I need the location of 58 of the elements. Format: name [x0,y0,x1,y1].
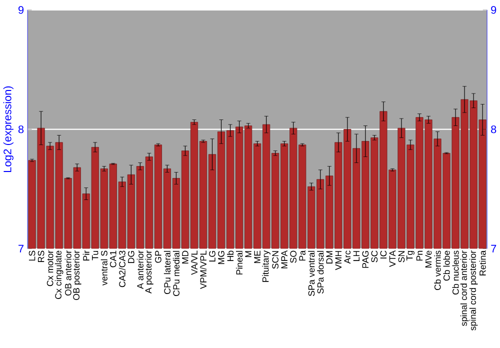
x-tick-label: Arc [344,250,351,264]
x-tick-label: spinal cord posterior [469,250,478,330]
x-tick-label: LH [353,251,360,261]
x-tick-label: MD [182,250,188,264]
x-tick-label: VA/VL [190,250,198,275]
y-axis-title: Log2 (expression) [3,86,14,172]
y2-tick-label: 8 [491,125,496,134]
x-tick-label: VTA [389,250,396,267]
x-tick-label: SPa ventral [308,250,315,296]
x-tick-label: Cx motor [46,250,54,286]
x-tick-label: OB posterior [72,250,82,300]
x-tick-label: Cb vermis [434,250,441,290]
y2-tick-label: 7 [491,244,496,252]
x-tick-label: VPM/VPL [200,250,207,289]
x-tick-label: SCN [272,251,278,269]
y-tick-label: 8 [18,125,24,134]
x-tick-label: MPA [281,250,288,268]
x-tick-label: A posterior [145,250,154,294]
x-tick-label: Pn [416,250,423,260]
x-tick-label: Cx cingulate [54,250,64,299]
x-tick-label: LG [209,250,216,262]
x-tick-label: SC [371,250,378,262]
x-tick-label: Cb lobe [443,250,450,281]
x-tick-label: ventral S [100,250,108,286]
x-tick-label: VMH [335,251,342,270]
x-tick-label: CA2/CA3 [118,250,126,288]
x-tick-label: SN [398,251,405,262]
x-tick-label: CPu lateral [164,250,170,294]
x-tick-label: PAG [362,250,369,268]
x-tick-label: M [245,251,252,257]
x-tick-label: Hb [226,250,234,261]
x-tick-label: Cb nucleus [452,250,459,294]
x-tick-label: CA1 [110,250,116,268]
x-tick-label: spinal cord anterior [460,250,469,326]
x-tick-label: Pir [82,250,90,260]
x-tick-label: CPu medial [172,250,180,296]
y-tick-label: 9 [18,6,24,14]
x-tick-label: ME [254,250,260,263]
x-tick-label: Tu [92,250,98,260]
x-tick-label: MG [218,250,224,264]
x-tick-label: DG [128,250,134,263]
x-tick-label: LS [28,250,36,260]
x-tick-label: SO [290,250,297,263]
x-tick-label: Pa [299,250,306,260]
x-tick-label: MVe [425,250,432,268]
x-tick-label: Retina [479,250,486,276]
x-tick-label: DM [326,251,332,264]
x-tick-label: RS [38,250,44,262]
x-tick-label: GP [155,250,162,263]
x-tick-label: A anterior [136,250,144,289]
x-tick-label: Pituitary [262,250,270,282]
x-tick-label: IC [380,250,387,258]
x-tick-label: Pineal [236,250,243,274]
x-tick-label: Tg [406,250,414,260]
y2-tick-label: 9 [491,6,496,14]
x-tick-label: OB anterior [64,250,72,296]
x-tick-label: SPa dorsal [317,250,324,294]
y-tick-label: 7 [18,244,24,252]
